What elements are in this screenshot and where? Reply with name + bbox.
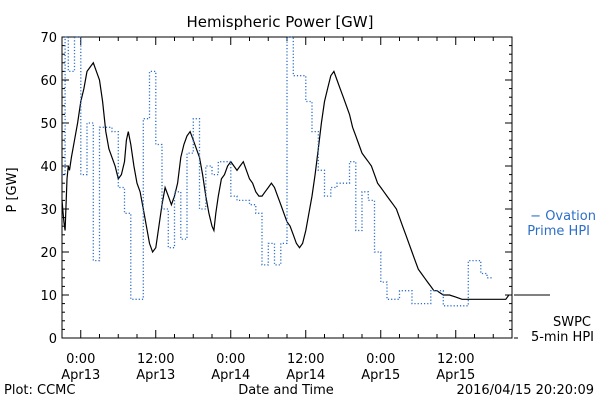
series-ovation-line xyxy=(62,36,494,307)
x-tick-date-label: Apr13 xyxy=(61,368,100,383)
x-tick-date-label: Apr15 xyxy=(436,368,475,383)
x-tick-time-label: 0:00 xyxy=(216,352,245,367)
plot-timestamp: 2016/04/15 20:20:09 xyxy=(457,383,594,398)
legend-ovation-line2: Prime HPI xyxy=(527,224,590,239)
legend-ovation-line1: − Ovation xyxy=(530,209,596,224)
series-layer xyxy=(61,36,510,307)
y-axis: 0 10 20 30 40 50 60 70 xyxy=(40,31,512,347)
x-tick-date-label: Apr13 xyxy=(136,368,175,383)
x-tick-time-label: 12:00 xyxy=(137,352,174,367)
y-tick-label: 40 xyxy=(40,160,57,175)
y-tick-label: 10 xyxy=(40,289,57,304)
y-tick-label: 20 xyxy=(40,246,57,261)
x-tick-date-label: Apr14 xyxy=(286,368,325,383)
x-axis: 0:00Apr1312:00Apr130:00Apr1412:00Apr140:… xyxy=(61,37,513,383)
plot-credit: Plot: CCMC xyxy=(4,383,75,398)
legend-swpc-line1: SWPC xyxy=(553,315,591,330)
x-axis-label: Date and Time xyxy=(238,383,334,398)
y-tick-label: 30 xyxy=(40,203,57,218)
x-tick-time-label: 0:00 xyxy=(66,352,95,367)
plot-frame xyxy=(61,36,513,339)
y-tick-label: 60 xyxy=(40,74,57,89)
y-tick-label: 70 xyxy=(40,31,57,46)
x-tick-time-label: 12:00 xyxy=(287,352,324,367)
x-tick-date-label: Apr14 xyxy=(211,368,250,383)
x-tick-time-label: 12:00 xyxy=(437,352,474,367)
x-tick-date-label: Apr15 xyxy=(361,368,400,383)
y-tick-label: 0 xyxy=(49,332,57,347)
y-tick-label: 50 xyxy=(40,117,57,132)
legend-swpc-line2: 5-min HPI xyxy=(531,330,594,345)
y-axis-label: P [GW] xyxy=(5,167,20,212)
x-tick-time-label: 0:00 xyxy=(366,352,395,367)
chart-title: Hemispheric Power [GW] xyxy=(187,13,374,31)
series-swpc-line xyxy=(61,61,510,300)
